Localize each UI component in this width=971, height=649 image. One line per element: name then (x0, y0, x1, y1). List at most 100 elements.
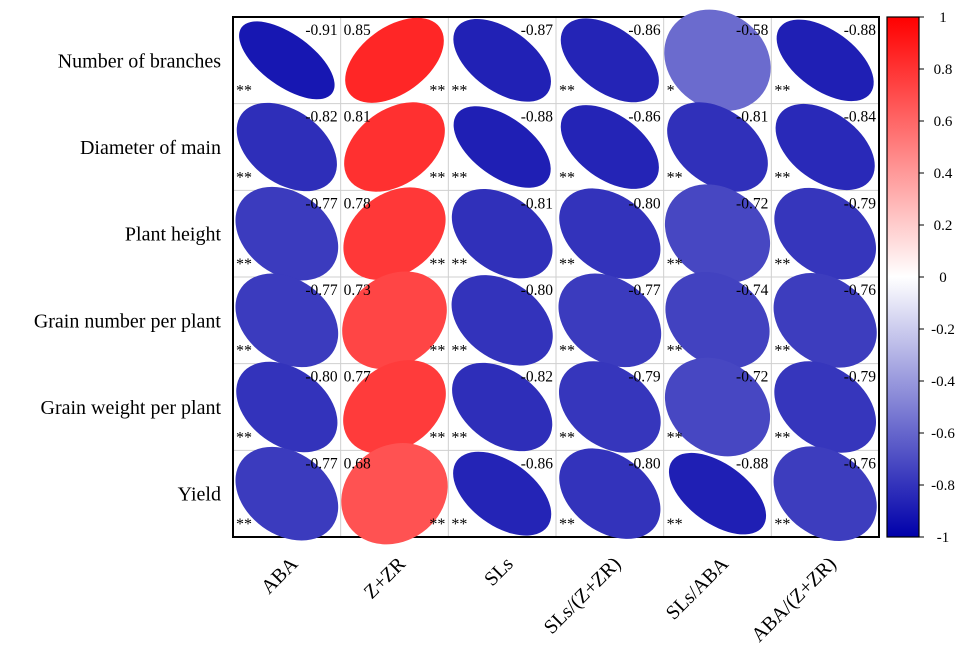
column-label: SLs/ABA (662, 553, 734, 625)
cell-value-label: -0.76 (844, 455, 877, 472)
correlation-ellipse (343, 360, 446, 454)
colorbar-tick-label: 0.2 (934, 218, 953, 234)
correlation-ellipse (776, 19, 874, 102)
colorbar-tick-label: -0.2 (931, 322, 955, 338)
correlation-ellipse (774, 187, 877, 280)
correlation-ellipse (664, 184, 771, 283)
cell-value-label: -0.81 (736, 109, 768, 126)
column-label: ABA (257, 553, 303, 599)
correlation-ellipse (452, 362, 553, 452)
colorbar-tick-label: -0.4 (931, 374, 955, 390)
significance-mark: ** (429, 343, 445, 360)
significance-mark: ** (667, 343, 683, 360)
significance-mark: ** (559, 516, 575, 533)
cell-value-label: -0.82 (305, 109, 337, 126)
colorbar-tick-label: -1 (937, 530, 950, 546)
cell-value-label: -0.79 (628, 369, 661, 386)
cell-value-label: -0.77 (305, 195, 338, 212)
significance-mark: ** (429, 256, 445, 273)
cell-value-label: -0.81 (521, 195, 553, 212)
row-label: Diameter of main (80, 137, 221, 159)
significance-mark: ** (559, 429, 575, 446)
significance-mark: ** (236, 256, 252, 273)
correlation-ellipse (665, 271, 770, 369)
row-label: Yield (178, 484, 221, 506)
row-label: Number of branches (58, 50, 221, 72)
significance-mark: ** (451, 169, 467, 186)
significance-mark: ** (774, 169, 790, 186)
correlation-ellipse (773, 273, 877, 368)
colorbar-tick-label: -0.6 (931, 426, 955, 442)
correlation-ellipse (343, 187, 446, 280)
cell-value-label: -0.80 (521, 282, 554, 299)
cell-value-label: -0.86 (521, 455, 554, 472)
column-label: ABA/(Z+ZR) (747, 553, 840, 646)
cell-value-label: -0.77 (305, 455, 338, 472)
significance-mark: * (667, 83, 675, 100)
colorbar-tick-label: 1 (939, 10, 947, 26)
cell-value-label: -0.79 (844, 195, 877, 212)
correlation-ellipse (236, 361, 338, 453)
correlation-ellipse (559, 188, 661, 279)
correlation-ellipse (775, 103, 875, 191)
correlation-ellipse (774, 361, 877, 453)
colorbar: 1 0.8 0.6 0.4 0.2 0 -0.2 -0.4 -0.6 -0.8 -1 (886, 10, 955, 546)
correlation-ellipse (451, 275, 553, 366)
cell-value-label: -0.86 (628, 22, 661, 39)
significance-mark: ** (559, 343, 575, 360)
significance-mark: ** (451, 516, 467, 533)
cell-value-label: -0.80 (628, 455, 661, 472)
significance-mark: ** (236, 516, 252, 533)
colorbar-tick-label: 0.6 (934, 114, 953, 130)
correlation-ellipse (453, 451, 552, 536)
cell-value-label: 0.73 (344, 282, 371, 299)
significance-mark: ** (429, 83, 445, 100)
colorbar-gradient (886, 16, 920, 538)
cell-value-label: -0.74 (736, 282, 769, 299)
correlation-ellipse (345, 17, 444, 103)
cell-value-label: -0.80 (628, 195, 661, 212)
cell-value-label: -0.76 (844, 282, 877, 299)
correlation-ellipse (558, 273, 662, 368)
significance-mark: ** (667, 169, 683, 186)
correlation-ellipse (344, 102, 445, 192)
significance-mark: ** (667, 256, 683, 273)
row-label: Grain weight per plant (41, 397, 222, 419)
cell-value-label: -0.87 (521, 22, 554, 39)
correlation-ellipse (560, 105, 659, 189)
significance-mark: ** (236, 343, 252, 360)
correlation-ellipse (235, 446, 339, 541)
cell-value-label: 0.81 (344, 109, 371, 126)
significance-mark: ** (667, 429, 683, 446)
cells-layer: -0.91 ** 0.85 ** -0.87 ** -0.86 ** -0.58 * -0.88 **… (235, 9, 877, 545)
cell-value-label: -0.77 (305, 282, 338, 299)
row-label: Plant height (125, 224, 222, 246)
significance-mark: ** (451, 343, 467, 360)
significance-mark: ** (774, 83, 790, 100)
colorbar-tick-label: 0.8 (934, 62, 953, 78)
cell-value-label: -0.91 (305, 22, 337, 39)
correlation-ellipse (239, 21, 335, 100)
colorbar-tick-label: 0 (939, 270, 947, 286)
significance-mark: ** (429, 169, 445, 186)
grid-layer (232, 16, 880, 538)
plot-border (232, 16, 880, 538)
significance-mark: ** (451, 256, 467, 273)
cell-value-label: -0.58 (736, 22, 769, 39)
correlation-ellipse (559, 448, 661, 539)
column-label: SLs/(Z+ZR) (540, 553, 626, 639)
cell-value-label: 0.68 (344, 455, 371, 472)
correlation-ellipse (664, 9, 771, 112)
cell-value-label: -0.86 (628, 109, 661, 126)
correlation-ellipse (558, 361, 661, 453)
significance-mark: ** (429, 429, 445, 446)
significance-mark: ** (667, 516, 683, 533)
significance-mark: ** (774, 343, 790, 360)
correlation-ellipse (236, 102, 337, 192)
correlation-ellipse (560, 18, 659, 103)
correlation-ellipse (451, 188, 553, 279)
cell-value-label: 0.77 (344, 369, 371, 386)
column-label: SLs (480, 553, 518, 591)
cell-value-label: -0.82 (521, 369, 553, 386)
